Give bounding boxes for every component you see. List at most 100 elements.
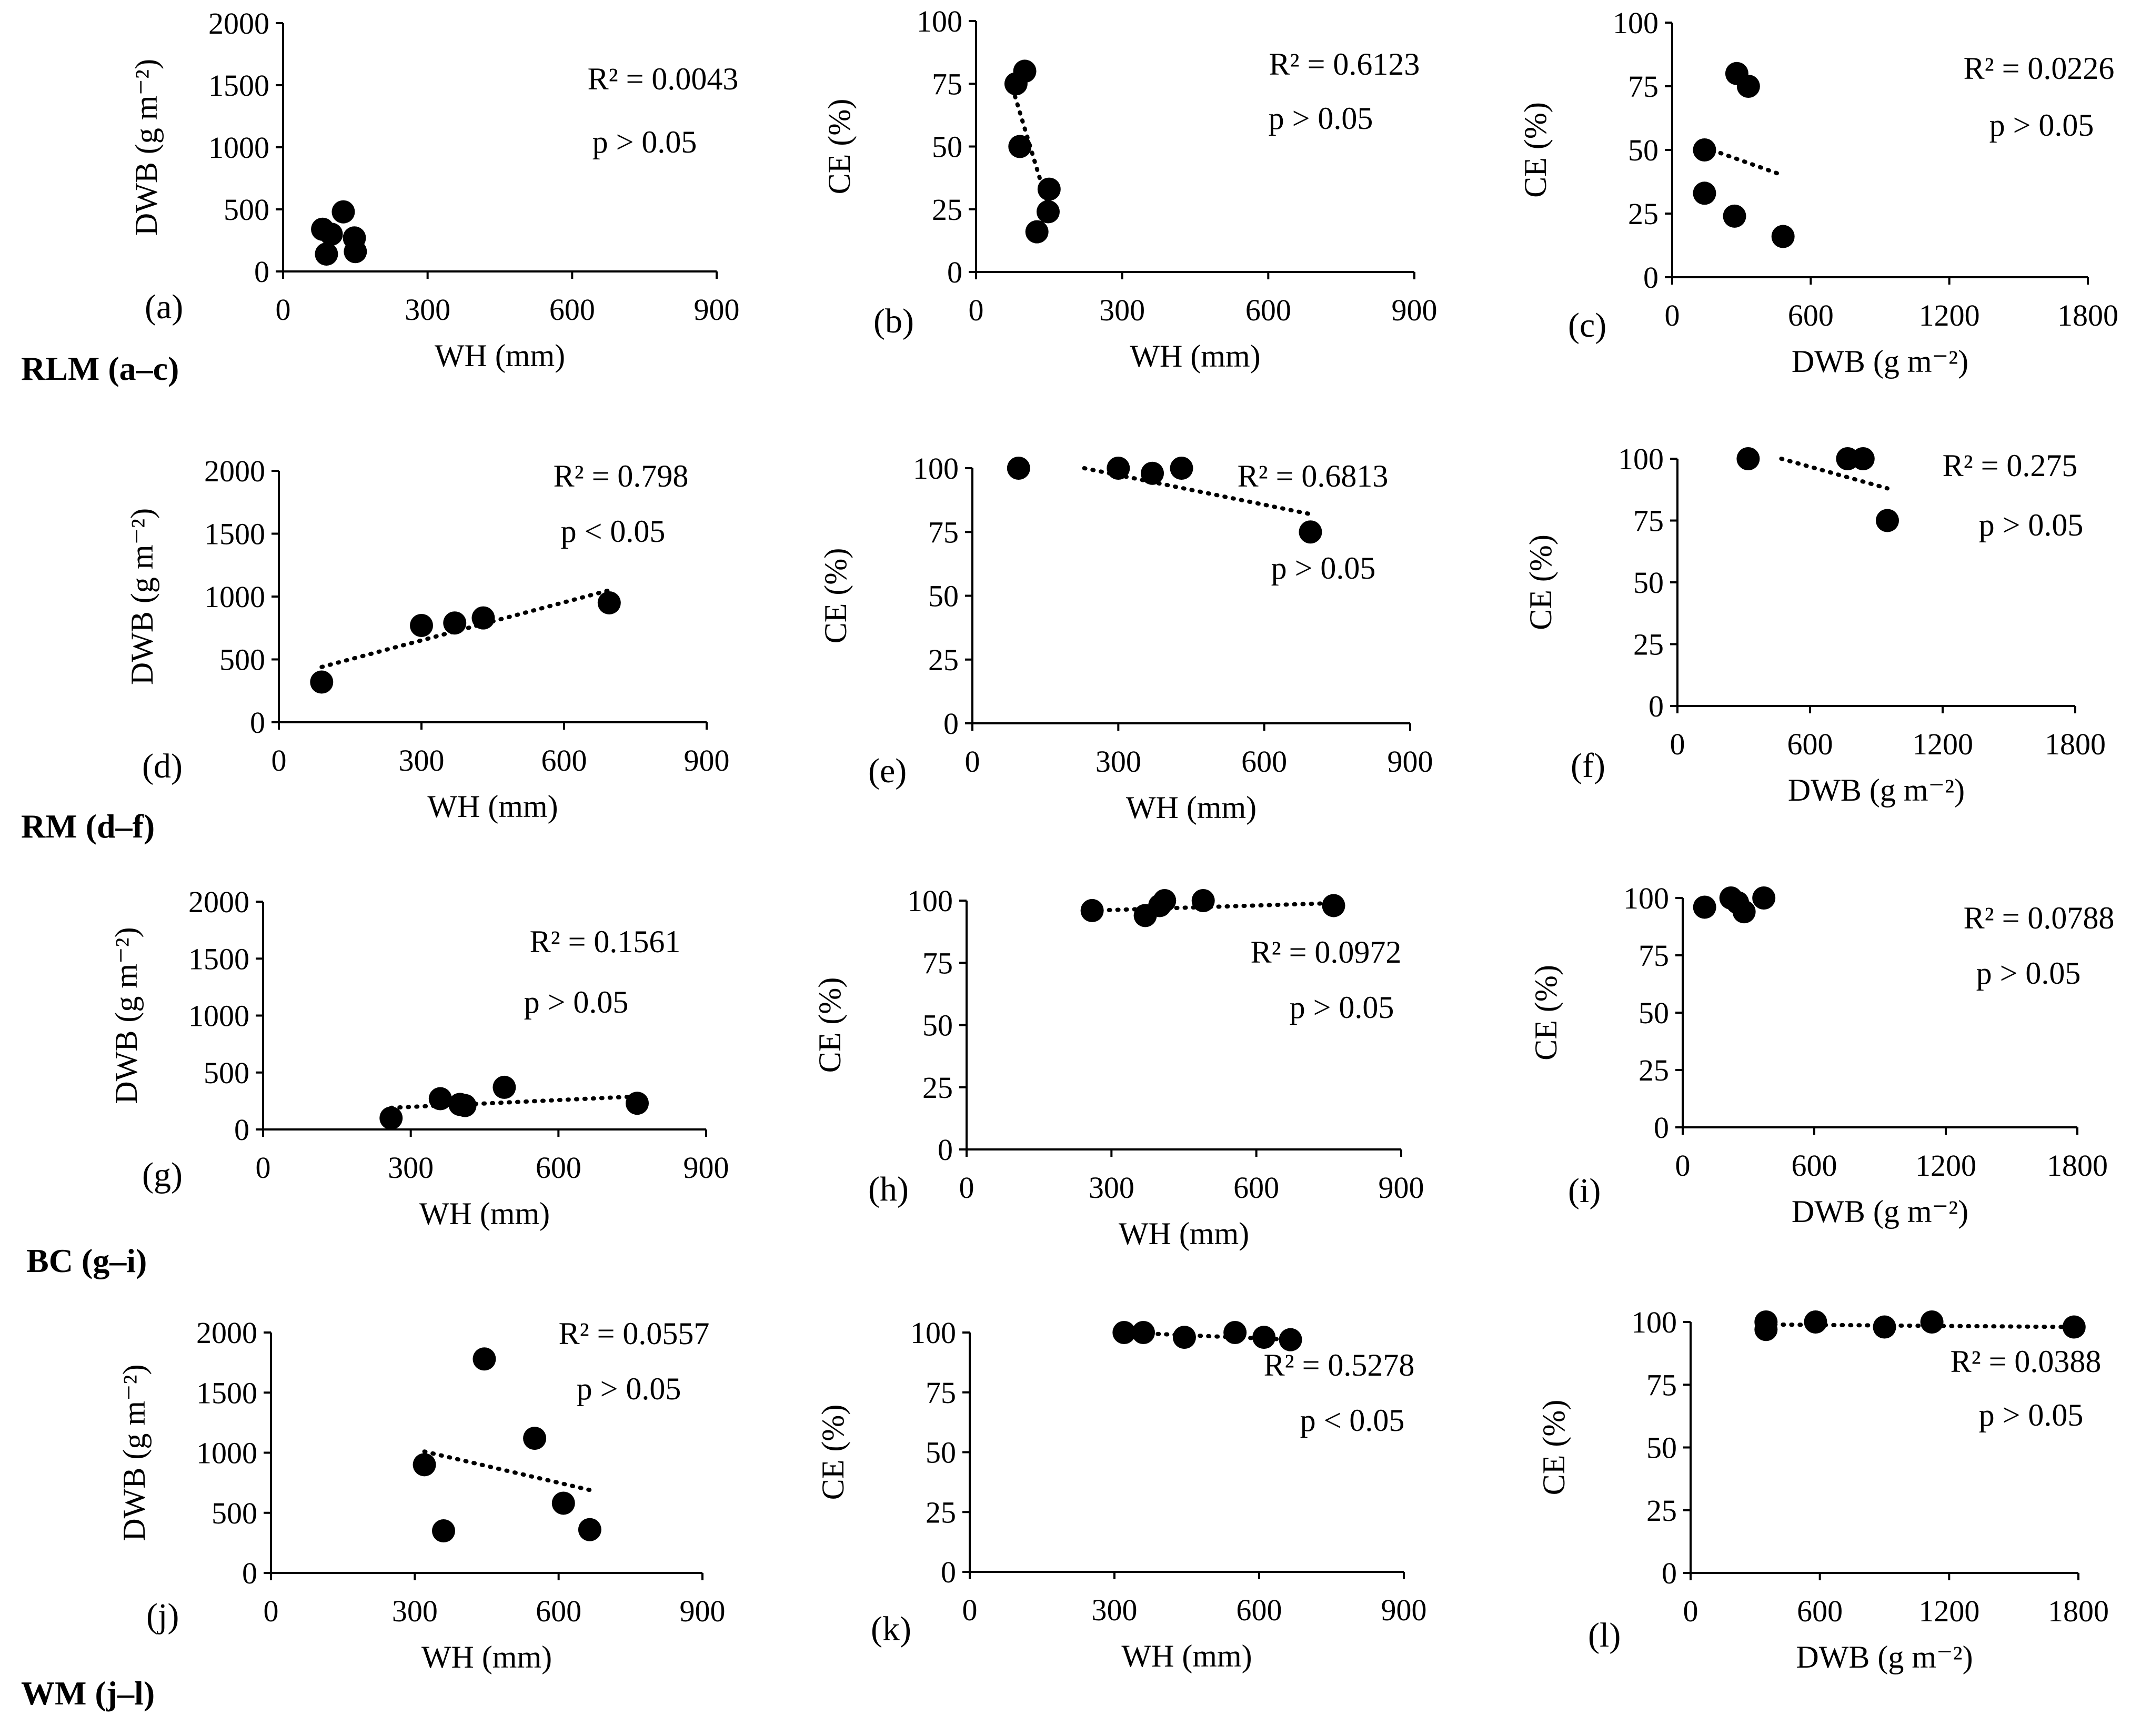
y-tick-label: 2000	[208, 6, 269, 41]
x-tick-label: 0	[962, 1593, 978, 1627]
data-point	[1107, 457, 1130, 480]
y-tick-label: 0	[941, 1555, 956, 1589]
data-point	[1754, 1318, 1778, 1341]
data-point	[1112, 1321, 1136, 1344]
p-value-label: p > 0.05	[1290, 990, 1394, 1025]
data-point	[626, 1092, 649, 1115]
data-point	[1007, 457, 1030, 480]
r-squared-label: R² = 0.0557	[559, 1316, 710, 1351]
data-point	[1223, 1321, 1247, 1344]
data-point	[1920, 1310, 1944, 1334]
y-tick-label: 2000	[188, 885, 249, 919]
r-squared-label: R² = 0.5278	[1264, 1348, 1415, 1382]
data-point	[1299, 520, 1322, 544]
chart-panel-c: 0 25 50 75 100 0 600 1200 1800 DWB (g m⁻²) CE (%) R…	[1518, 6, 2118, 379]
chart-panel-d: 0 500 1000 1500 2000 0 300 600 900 WH (mm) DWB (g …	[125, 454, 730, 824]
x-tick-label: 600	[1233, 1170, 1279, 1205]
x-tick-label: 1800	[2045, 727, 2106, 761]
data-point	[432, 1519, 455, 1543]
y-tick-label: 0	[242, 1556, 257, 1590]
x-tick-label: 600	[1787, 727, 1833, 761]
y-axis-title: CE (%)	[1523, 534, 1558, 630]
x-tick-label: 900	[1392, 293, 1438, 327]
chart-panel-i: 0 25 50 75 100 0 600 1200 1800 DWB (g m⁻²) CE (%) R…	[1529, 881, 2114, 1229]
data-point	[1771, 225, 1795, 248]
p-value-label: p > 0.05	[577, 1371, 681, 1406]
x-tick-label: 1200	[1918, 1594, 1979, 1628]
y-tick-label: 75	[1639, 938, 1669, 973]
p-value-label: p > 0.05	[524, 985, 629, 1020]
panel-letter-l: (l)	[1588, 1616, 1621, 1654]
y-tick-label: 500	[212, 1496, 257, 1530]
y-tick-label: 75	[932, 67, 962, 101]
y-tick-label: 50	[1628, 133, 1659, 167]
y-tick-label: 50	[1633, 566, 1664, 600]
data-point	[1693, 895, 1716, 919]
x-tick-label: 600	[1788, 298, 1834, 332]
chart-panel-k: 0 25 50 75 100 0 300 600 900 WH (mm) CE (%) R² = 0.…	[816, 1316, 1427, 1673]
y-tick-label: 50	[1639, 996, 1669, 1030]
y-tick-label: 75	[1646, 1368, 1677, 1402]
x-axis-title: WH (mm)	[1121, 1639, 1252, 1673]
panel-letter-g: (g)	[142, 1156, 183, 1194]
row-label-rlm: RLM (a–c)	[21, 350, 179, 387]
data-point	[1132, 1321, 1155, 1344]
data-point	[1252, 1326, 1276, 1349]
x-tick-label: 0	[959, 1170, 974, 1205]
x-tick-label: 0	[272, 743, 287, 778]
y-axis-title: CE (%)	[822, 99, 857, 195]
y-axis-title: DWB (g m⁻²)	[129, 59, 164, 236]
trendline	[422, 1449, 592, 1492]
x-tick-label: 0	[969, 293, 984, 327]
trendline	[389, 1094, 640, 1110]
y-tick-label: 25	[932, 193, 962, 227]
p-value-label: p > 0.05	[592, 125, 697, 159]
x-tick-label: 600	[1237, 1593, 1282, 1627]
x-tick-label: 300	[405, 292, 450, 327]
y-tick-label: 100	[910, 1316, 956, 1350]
y-tick-label: 25	[922, 1071, 953, 1105]
x-tick-label: 600	[536, 1594, 581, 1628]
y-tick-label: 0	[234, 1113, 249, 1147]
y-tick-label: 75	[1633, 504, 1664, 538]
y-axis-title: CE (%)	[818, 548, 853, 644]
y-tick-label: 1000	[204, 580, 265, 614]
y-tick-label: 1000	[196, 1436, 257, 1470]
y-tick-label: 1000	[188, 999, 249, 1033]
y-tick-label: 0	[250, 705, 265, 740]
data-point	[413, 1453, 436, 1477]
data-point	[319, 223, 343, 246]
x-tick-label: 900	[1388, 744, 1433, 779]
data-point	[1025, 220, 1049, 244]
data-point	[443, 611, 467, 635]
x-axis-title: WH (mm)	[435, 338, 565, 373]
r-squared-label: R² = 0.0226	[1964, 51, 2115, 86]
x-tick-label: 600	[541, 743, 587, 778]
y-tick-label: 25	[1628, 197, 1659, 231]
x-axis-title: WH (mm)	[1119, 1216, 1249, 1251]
x-tick-label: 0	[264, 1594, 279, 1628]
y-tick-label: 25	[1646, 1493, 1677, 1528]
x-tick-label: 300	[399, 743, 445, 778]
y-tick-label: 0	[254, 255, 269, 289]
chart-panel-h: 0 25 50 75 100 0 300 600 900 WH (mm) CE (%) R² = 0.…	[812, 884, 1424, 1251]
y-tick-label: 0	[1662, 1556, 1677, 1590]
x-axis-title: WH (mm)	[427, 789, 558, 824]
row-label-wm: WM (j–l)	[21, 1674, 155, 1712]
data-point	[331, 200, 355, 224]
data-point	[410, 613, 433, 637]
data-point	[379, 1106, 403, 1130]
trendline	[1082, 466, 1313, 517]
y-axis-title: CE (%)	[1518, 102, 1553, 198]
x-tick-label: 900	[684, 1150, 729, 1185]
x-tick-label: 300	[1089, 1170, 1134, 1205]
y-tick-label: 500	[219, 643, 265, 677]
y-axis-title: CE (%)	[812, 977, 847, 1073]
x-axis-title: WH (mm)	[421, 1640, 552, 1674]
trendline	[1013, 94, 1051, 211]
data-point	[1141, 461, 1164, 485]
panel-letter-d: (d)	[142, 747, 183, 785]
r-squared-label: R² = 0.275	[1943, 448, 2078, 483]
y-axis-title: CE (%)	[816, 1405, 850, 1500]
x-tick-label: 600	[1797, 1594, 1843, 1628]
